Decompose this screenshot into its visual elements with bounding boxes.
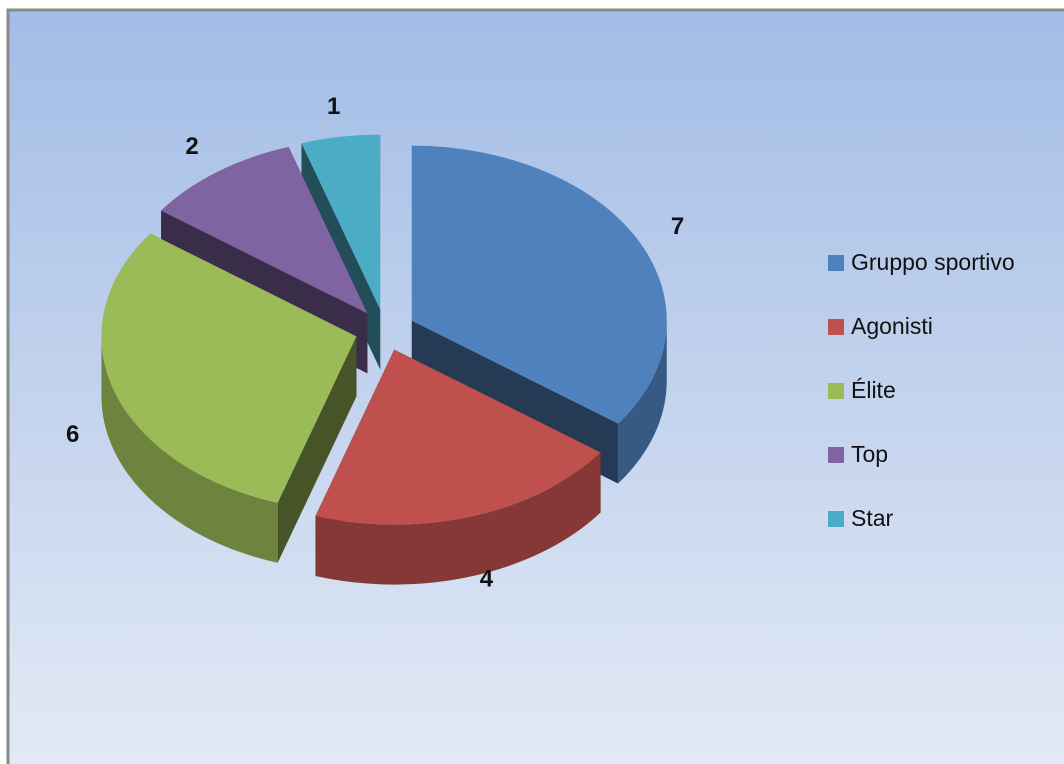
slice-wall — [101, 336, 278, 563]
data-label: 6 — [66, 421, 79, 448]
slice — [315, 349, 601, 525]
legend-swatch — [828, 319, 844, 335]
data-label: 1 — [327, 93, 340, 120]
legend-label: Gruppo sportivo — [851, 249, 1015, 275]
legend-swatch — [828, 447, 844, 463]
legend-label: Star — [851, 505, 894, 531]
slice — [161, 146, 368, 314]
legend-swatch — [828, 383, 844, 399]
data-label: 4 — [480, 566, 494, 593]
legend-label: Top — [851, 441, 888, 467]
legend-label: Élite — [851, 377, 896, 403]
slice — [301, 134, 381, 310]
slice — [101, 233, 357, 503]
slice-wall — [618, 320, 667, 484]
slice-wall — [315, 452, 601, 585]
data-label: 2 — [185, 133, 198, 160]
data-label: 7 — [671, 213, 684, 240]
legend-label: Agonisti — [851, 313, 933, 339]
slice-side — [277, 336, 357, 563]
legend-swatch — [828, 255, 844, 271]
legend-swatch — [828, 511, 844, 527]
slice — [411, 145, 667, 424]
